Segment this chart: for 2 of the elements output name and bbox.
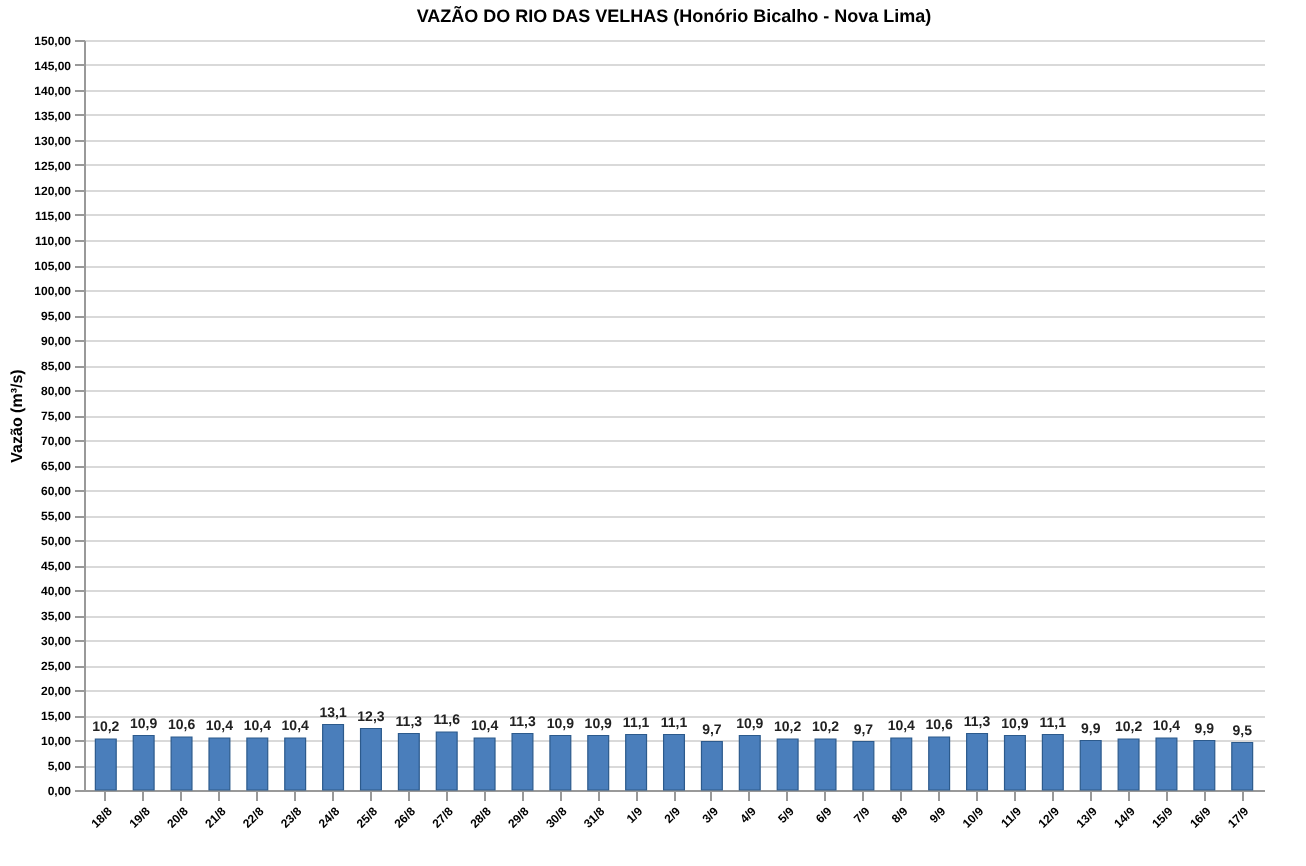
y-axis-title: Vazão (m³/s) bbox=[8, 368, 27, 463]
chart-title: VAZÃO DO RIO DAS VELHAS (Honório Bicalho - Nova Lima) bbox=[416, 4, 932, 26]
